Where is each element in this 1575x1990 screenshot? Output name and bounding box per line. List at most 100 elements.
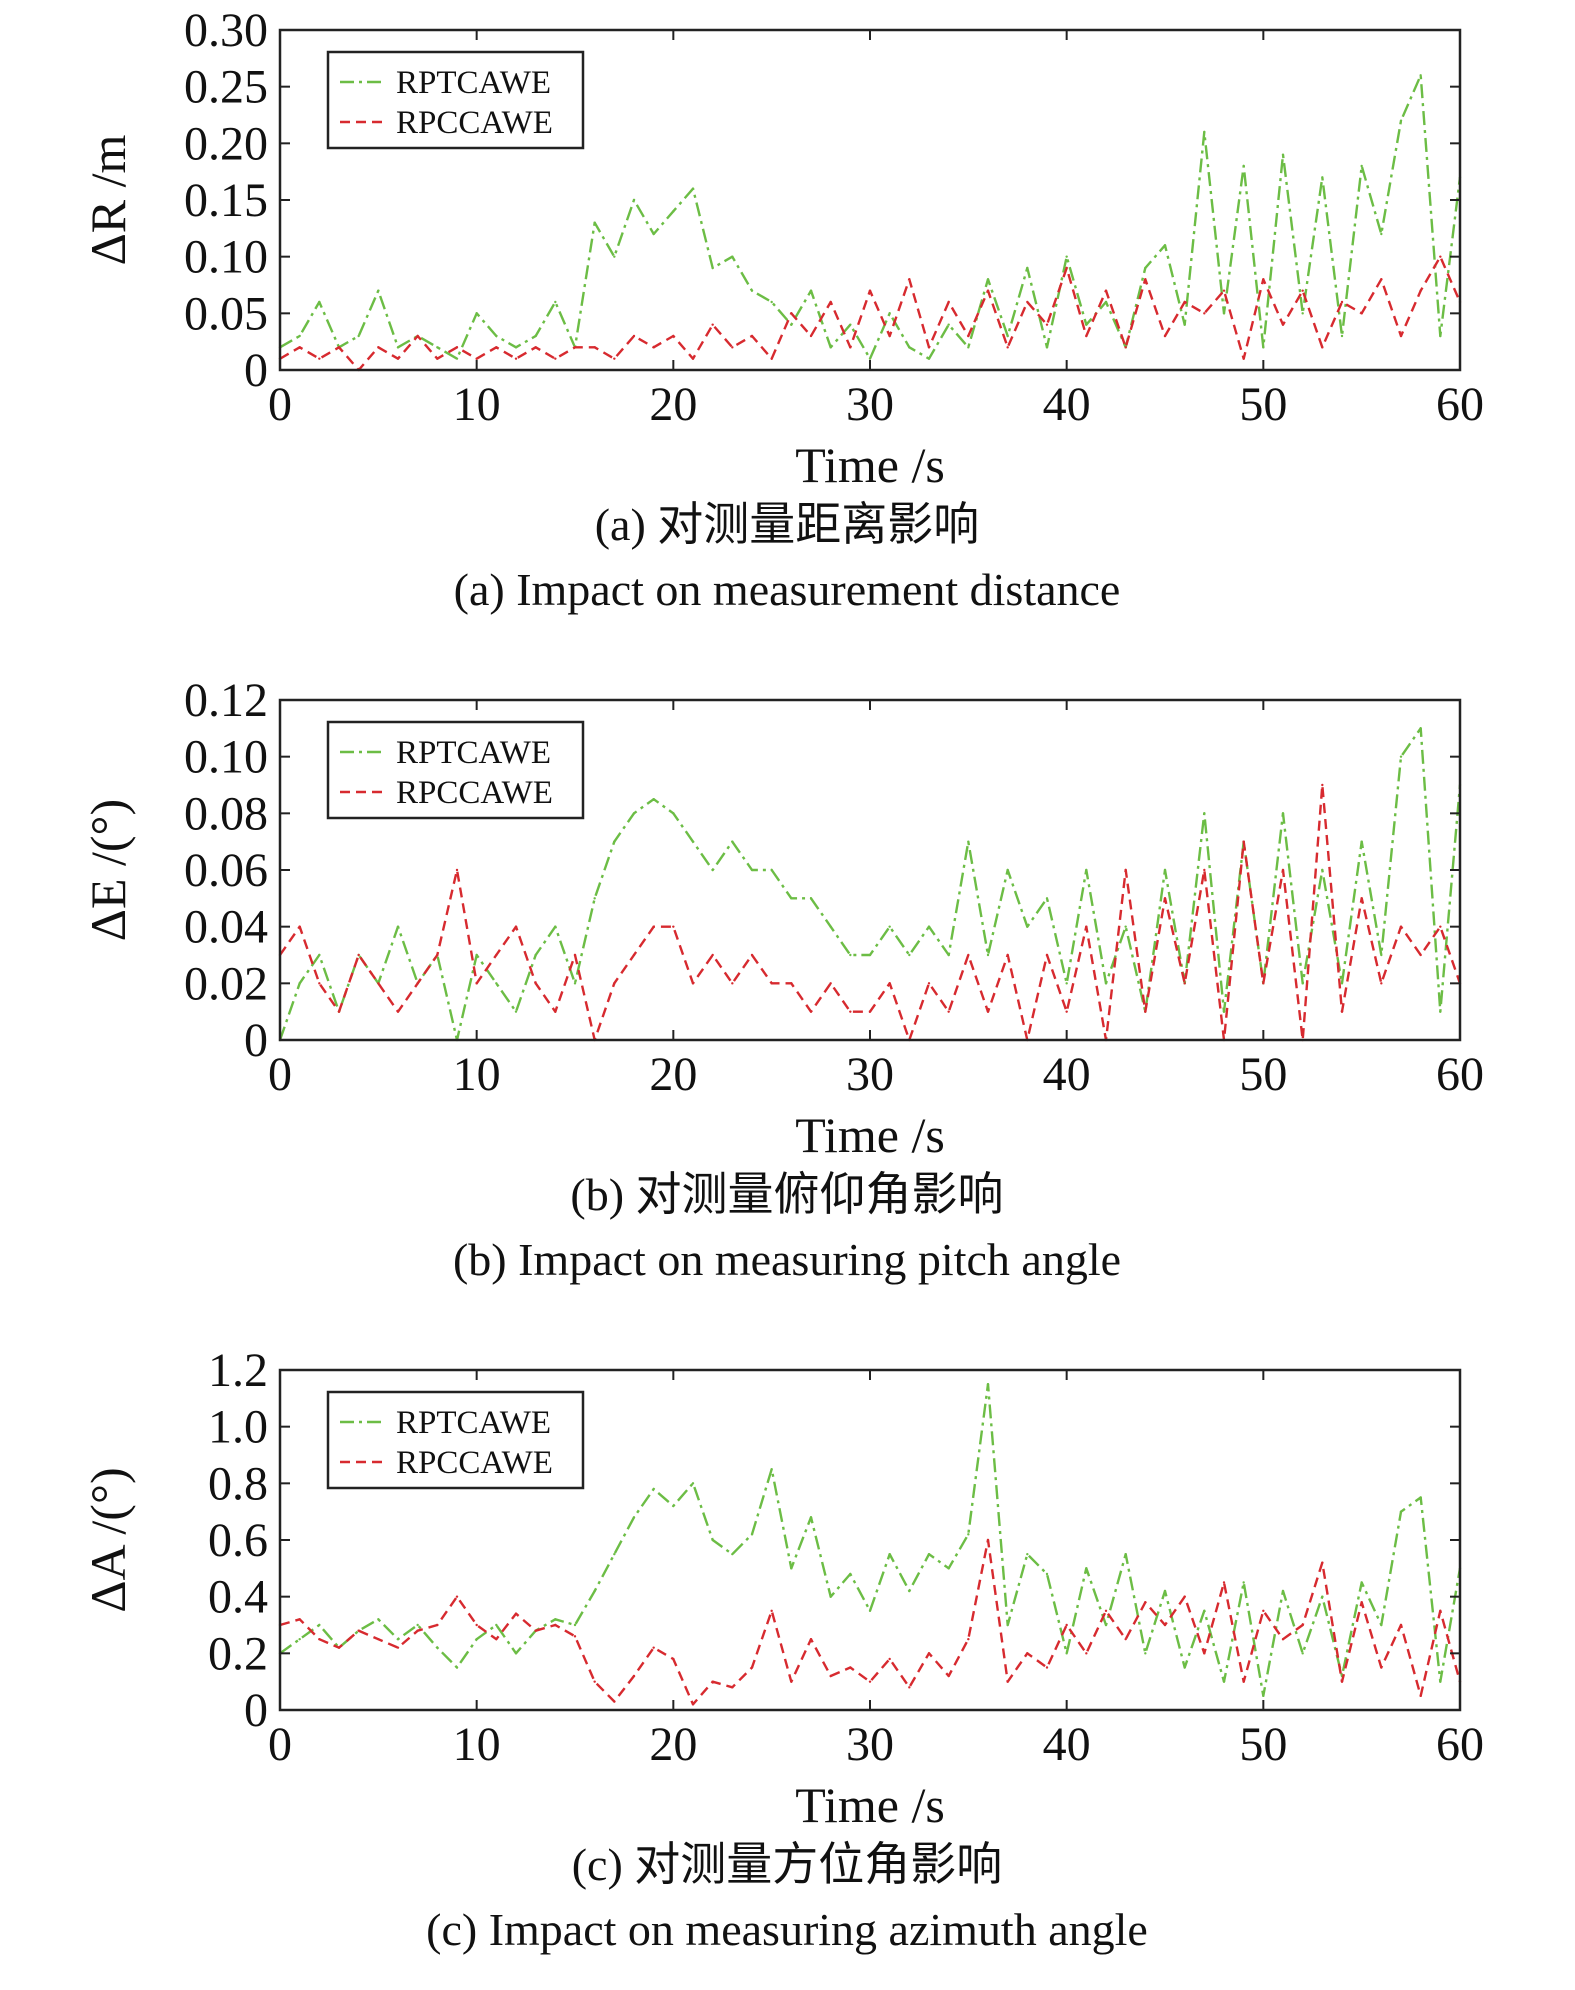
data-point-rpccawe	[1301, 289, 1304, 292]
x-tick-label: 40	[1043, 378, 1091, 431]
data-point-rpccawe	[1183, 1595, 1186, 1598]
data-point-rpccawe	[1380, 1666, 1383, 1669]
data-point-rptcawe	[829, 925, 832, 928]
y-tick-label: 0.12	[184, 674, 268, 727]
data-point-rptcawe	[1281, 153, 1285, 156]
x-tick-label: 60	[1436, 1048, 1484, 1101]
data-point-rptcawe	[927, 925, 931, 928]
data-point-rpccawe	[554, 1010, 557, 1013]
x-tick-label: 30	[846, 378, 894, 431]
data-point-rptcawe	[475, 953, 478, 957]
y-tick-label: 1.2	[208, 1344, 268, 1397]
data-point-rptcawe	[1026, 925, 1029, 928]
data-point-rpccawe	[573, 1635, 577, 1638]
data-point-rptcawe	[691, 187, 695, 190]
data-point-rpccawe	[750, 953, 754, 957]
data-point-rpccawe	[1104, 1609, 1108, 1613]
data-point-rpccawe	[613, 982, 616, 985]
y-tick-label: 0	[244, 344, 268, 397]
y-tick-label: 0.10	[184, 731, 268, 784]
data-point-rptcawe	[908, 953, 911, 957]
data-point-rptcawe	[475, 1637, 478, 1641]
data-point-rptcawe	[1419, 727, 1422, 730]
data-point-rpccawe	[1104, 289, 1108, 292]
data-point-rpccawe	[1439, 1609, 1442, 1613]
data-point-rpccawe	[1419, 953, 1422, 957]
x-tick-label: 50	[1239, 1718, 1287, 1771]
chart-panel-1: 0 10 20 30 40 50 60 00.020.040.060.080.100.12 Ti…	[80, 674, 1484, 1285]
data-point-rpccawe	[475, 982, 478, 985]
x-tick-label: 30	[846, 1048, 894, 1101]
data-point-rpccawe	[1144, 1010, 1147, 1013]
x-tick-label: 50	[1239, 378, 1287, 431]
data-point-rptcawe	[554, 300, 557, 304]
legend-label: RPTCAWE	[396, 65, 551, 101]
data-point-rptcawe	[1124, 1552, 1127, 1556]
data-point-rpccawe	[1006, 346, 1009, 349]
x-tick-label: 40	[1043, 1048, 1091, 1101]
data-point-rpccawe	[1124, 346, 1127, 349]
data-point-rptcawe	[1439, 1680, 1442, 1683]
data-point-rpccawe	[534, 1629, 537, 1632]
data-point-rpccawe	[829, 1674, 832, 1678]
data-point-rptcawe	[947, 1567, 950, 1570]
data-point-rpccawe	[455, 346, 459, 349]
caption-en: (a) Impact on measurement distance	[454, 564, 1121, 615]
data-point-rptcawe	[986, 953, 990, 957]
data-point-rpccawe	[318, 982, 321, 985]
data-point-rptcawe	[318, 300, 321, 304]
data-point-rpccawe	[927, 346, 931, 349]
data-point-rptcawe	[711, 266, 714, 270]
data-point-rptcawe	[613, 255, 616, 258]
x-tick-label: 10	[453, 1048, 501, 1101]
data-point-rpccawe	[377, 982, 380, 985]
data-point-rptcawe	[770, 300, 773, 304]
x-tick-label: 60	[1436, 378, 1484, 431]
data-point-rpccawe	[514, 1612, 518, 1615]
data-point-rptcawe	[790, 323, 793, 326]
data-point-rptcawe	[1439, 334, 1442, 338]
data-point-rptcawe	[1144, 1652, 1147, 1655]
data-point-rpccawe	[1281, 1637, 1285, 1641]
data-point-rpccawe	[868, 1010, 872, 1013]
data-point-rptcawe	[632, 198, 636, 202]
data-point-rptcawe	[1045, 346, 1049, 349]
legend-label: RPTCAWE	[396, 1405, 551, 1441]
data-point-rptcawe	[1321, 176, 1324, 179]
data-point-rpccawe	[750, 334, 754, 338]
data-point-rptcawe	[298, 334, 301, 338]
data-point-rpccawe	[357, 953, 360, 957]
data-point-rpccawe	[416, 334, 419, 338]
data-point-rpccawe	[1065, 1010, 1068, 1013]
caption-cn: (b) 对测量俯仰角影响	[570, 1169, 1003, 1220]
y-tick-label: 0.6	[208, 1514, 268, 1567]
data-point-rpccawe	[731, 346, 734, 349]
data-point-rptcawe	[888, 312, 891, 315]
legend-box	[326, 1390, 585, 1490]
data-point-rpccawe	[1301, 1623, 1304, 1627]
data-point-rptcawe	[495, 982, 498, 985]
y-tick-label: 0.25	[184, 61, 268, 114]
data-point-rpccawe	[593, 346, 596, 349]
data-point-rpccawe	[770, 982, 773, 985]
data-point-rptcawe	[495, 334, 498, 338]
data-point-rpccawe	[986, 1010, 990, 1013]
data-point-rpccawe	[593, 1680, 596, 1683]
data-point-rpccawe	[967, 1637, 970, 1641]
data-point-rpccawe	[1065, 1623, 1068, 1627]
data-point-rpccawe	[1124, 1637, 1127, 1641]
data-point-rptcawe	[672, 1504, 675, 1508]
data-point-rptcawe	[770, 868, 773, 872]
x-axis-label: Time /s	[795, 437, 945, 493]
data-point-rpccawe	[495, 1637, 498, 1641]
data-point-rptcawe	[1242, 164, 1245, 168]
data-point-rptcawe	[298, 1637, 301, 1641]
x-tick-label: 40	[1043, 1718, 1091, 1771]
data-point-rpccawe	[868, 1680, 872, 1683]
data-point-rpccawe	[554, 357, 557, 360]
data-point-rptcawe	[593, 221, 596, 224]
y-tick-label: 1.0	[208, 1401, 268, 1454]
data-point-rpccawe	[495, 953, 498, 957]
data-point-rptcawe	[986, 278, 990, 281]
data-point-rptcawe	[672, 812, 675, 815]
